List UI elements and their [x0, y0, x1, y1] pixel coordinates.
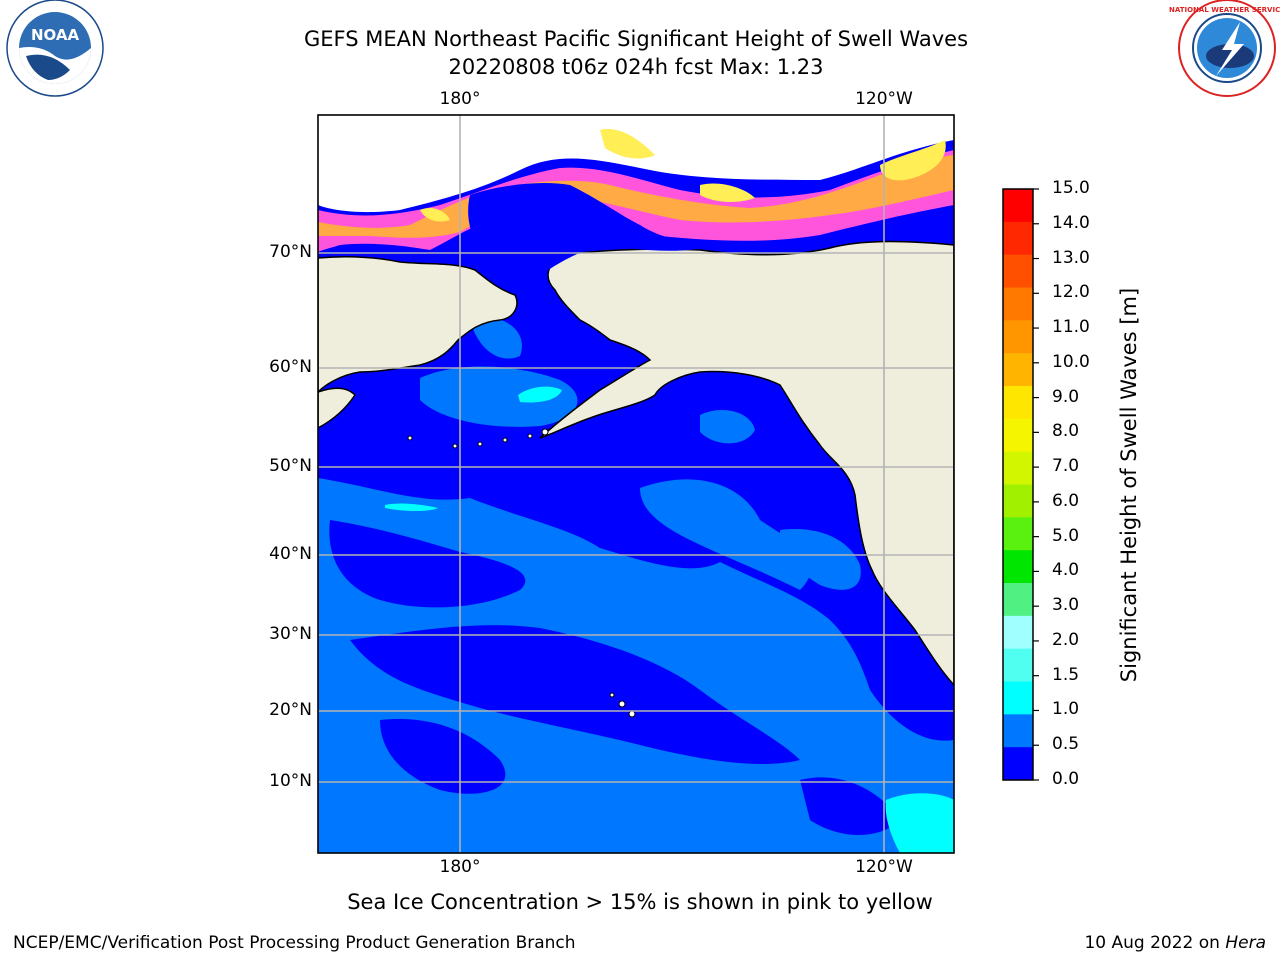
colorbar-segment — [1003, 451, 1033, 485]
footer-date-text: 10 Aug 2022 on — [1084, 933, 1226, 953]
noaa-logo: NOAA — [6, 0, 104, 97]
colorbar-segment — [1003, 221, 1033, 256]
colorbar-segment — [1003, 418, 1033, 453]
lat-label-60n: 60°N — [269, 357, 312, 377]
colorbar-segment — [1003, 714, 1033, 748]
colorbar-tick-label: 12.0 — [1052, 282, 1090, 303]
nws-logo-text: NATIONAL WEATHER SERVICE — [1169, 6, 1280, 14]
colorbar-tick-label: 2.0 — [1052, 629, 1080, 650]
lat-label-30n: 30°N — [269, 624, 312, 644]
swell-band-low-patches — [350, 625, 900, 835]
colorbar-segment — [1003, 386, 1033, 420]
lon-label-top-120w: 120°W — [855, 89, 913, 109]
lat-label-10n: 10°N — [269, 771, 312, 791]
chart-subtitle: 20220808 t06z 024h fcst Max: 1.23 — [448, 55, 824, 79]
colorbar-label: Significant Height of Swell Waves [m] — [1117, 287, 1141, 683]
land-kamchatka — [318, 387, 356, 429]
lat-label-50n: 50°N — [269, 456, 312, 476]
map-frame — [317, 114, 955, 854]
colorbar-segment — [1003, 747, 1033, 781]
graticule — [318, 115, 954, 853]
sea-ice — [318, 115, 954, 285]
colorbar-segment — [1003, 353, 1033, 387]
colorbar — [1003, 188, 1039, 781]
lon-label-bottom-120w: 120°W — [855, 857, 913, 877]
colorbar-tick-label: 1.0 — [1052, 699, 1080, 720]
colorbar-segment — [1003, 550, 1033, 584]
colorbar-segment — [1003, 484, 1033, 518]
colorbar-tick-label: 14.0 — [1052, 212, 1090, 233]
map-area — [318, 115, 954, 853]
colorbar-segment — [1003, 681, 1033, 715]
colorbar-tick-label: 7.0 — [1052, 456, 1080, 477]
lat-label-20n: 20°N — [269, 700, 312, 720]
footer-date: 10 Aug 2022 on Hera — [1084, 933, 1266, 953]
footer-credit: NCEP/EMC/Verification Post Processing Pr… — [13, 933, 576, 953]
swell-band-high — [385, 386, 954, 853]
colorbar-tick-label: 10.0 — [1052, 351, 1090, 372]
colorbar-segment — [1003, 648, 1033, 682]
colorbar-tick-label: 6.0 — [1052, 490, 1080, 511]
colorbar-segment — [1003, 189, 1033, 223]
colorbar-tick-label: 8.0 — [1052, 421, 1080, 442]
colorbar-tick-label: 4.0 — [1052, 560, 1080, 581]
colorbar-tick-label: 0.5 — [1052, 734, 1080, 755]
colorbar-segment — [1003, 583, 1033, 617]
colorbar-tick-label: 1.5 — [1052, 664, 1080, 685]
land-north-america — [539, 240, 954, 687]
colorbar-segment — [1003, 287, 1033, 321]
colorbar-tick-label: 13.0 — [1052, 247, 1090, 268]
sea-ice-note: Sea Ice Concentration > 15% is shown in … — [347, 890, 933, 914]
land-aleutians — [407, 428, 549, 449]
lon-label-bottom-180: 180° — [439, 857, 481, 877]
colorbar-segment — [1003, 517, 1033, 551]
footer-host: Hera — [1225, 933, 1266, 953]
colorbar-tick-label: 9.0 — [1052, 386, 1080, 407]
lat-label-70n: 70°N — [269, 242, 312, 262]
colorbar-frame — [1002, 188, 1034, 781]
nws-logo: NATIONAL WEATHER SERVICE — [1169, 0, 1280, 97]
colorbar-segment — [1003, 615, 1033, 650]
chart-title: GEFS MEAN Northeast Pacific Significant … — [303, 27, 969, 51]
noaa-logo-text: NOAA — [31, 26, 80, 44]
colorbar-tick-label: 3.0 — [1052, 595, 1080, 616]
colorbar-tick-label: 15.0 — [1052, 178, 1090, 198]
lon-label-top-180: 180° — [439, 89, 481, 109]
colorbar-tick-label: 0.0 — [1052, 769, 1080, 789]
colorbar-segment — [1003, 320, 1033, 354]
colorbar-tick-label: 5.0 — [1052, 525, 1080, 546]
lat-label-40n: 40°N — [269, 544, 312, 564]
land-asia — [318, 256, 518, 394]
colorbar-tick-label: 11.0 — [1052, 317, 1090, 338]
colorbar-segment — [1003, 254, 1033, 288]
